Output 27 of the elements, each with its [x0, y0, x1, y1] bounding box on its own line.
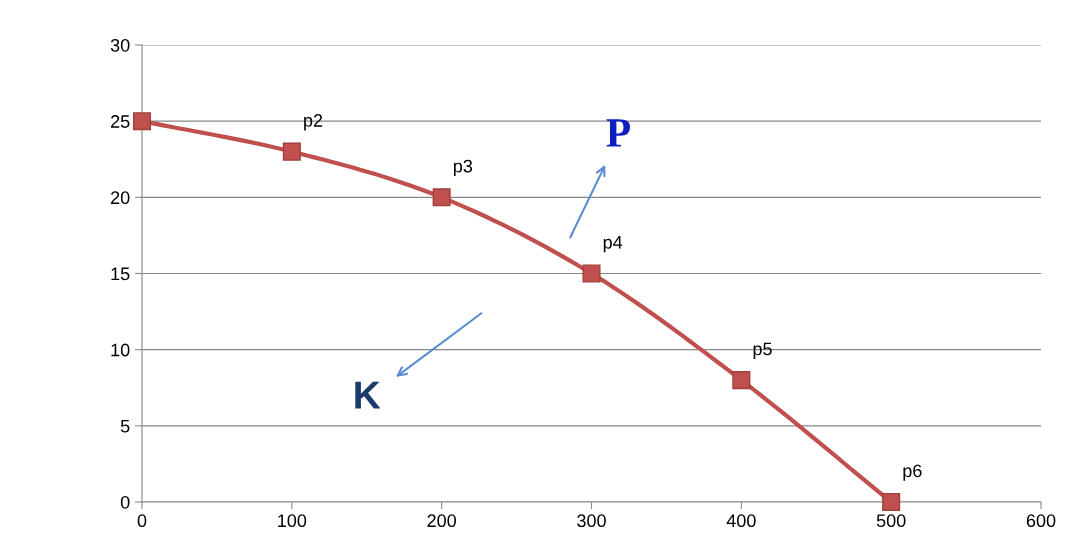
- point: [432, 188, 451, 207]
- y-tick-label: 15: [111, 267, 130, 281]
- y-tick-label: 10: [111, 343, 130, 357]
- y-tick-label: 25: [111, 115, 130, 128]
- annotation: P: [606, 119, 631, 147]
- x-tick-label: 400: [726, 514, 756, 528]
- y-tick-label: 5: [120, 419, 130, 433]
- x-tick-label: 100: [278, 514, 307, 528]
- annotation: K: [355, 381, 381, 409]
- annotation: p4: [603, 236, 623, 253]
- annotation: p3: [453, 159, 473, 177]
- x-tick-label: 600: [1026, 514, 1056, 528]
- y-tick-label: 30: [110, 38, 130, 52]
- x-tick-label: 500: [876, 514, 906, 528]
- annotation: p5: [753, 342, 772, 359]
- y-tick-label: 20: [111, 191, 130, 205]
- point: [732, 371, 751, 390]
- annotation: p6: [903, 464, 922, 481]
- y-tick-label: 0: [120, 495, 130, 509]
- x-tick-label: 300: [577, 514, 606, 528]
- point: [132, 112, 152, 131]
- point: [882, 492, 901, 512]
- x-tick-label: 0: [137, 514, 147, 528]
- point: [282, 142, 301, 161]
- annotation: p2: [304, 114, 323, 131]
- x-tick-label: 200: [427, 514, 457, 528]
- point: [582, 264, 601, 283]
